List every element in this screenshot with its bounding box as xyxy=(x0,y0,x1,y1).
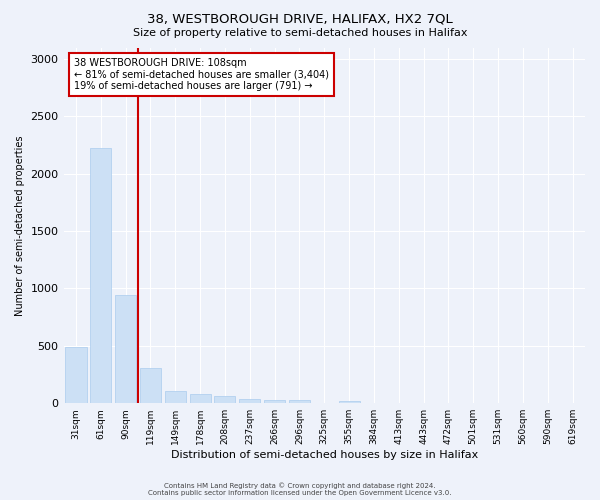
Bar xyxy=(90,148,112,403)
Bar xyxy=(165,391,186,403)
Bar xyxy=(190,394,211,403)
X-axis label: Distribution of semi-detached houses by size in Halifax: Distribution of semi-detached houses by … xyxy=(170,450,478,460)
Bar xyxy=(289,400,310,403)
Bar xyxy=(264,400,285,403)
Bar xyxy=(115,296,136,403)
Text: Size of property relative to semi-detached houses in Halifax: Size of property relative to semi-detach… xyxy=(133,28,467,38)
Y-axis label: Number of semi-detached properties: Number of semi-detached properties xyxy=(15,135,25,316)
Bar xyxy=(214,396,235,403)
Text: Contains HM Land Registry data © Crown copyright and database right 2024.
Contai: Contains HM Land Registry data © Crown c… xyxy=(148,482,452,496)
Bar xyxy=(239,398,260,403)
Bar xyxy=(140,368,161,403)
Text: 38, WESTBOROUGH DRIVE, HALIFAX, HX2 7QL: 38, WESTBOROUGH DRIVE, HALIFAX, HX2 7QL xyxy=(147,12,453,26)
Bar xyxy=(65,347,86,403)
Text: 38 WESTBOROUGH DRIVE: 108sqm
← 81% of semi-detached houses are smaller (3,404)
1: 38 WESTBOROUGH DRIVE: 108sqm ← 81% of se… xyxy=(74,58,329,92)
Bar xyxy=(338,401,359,403)
